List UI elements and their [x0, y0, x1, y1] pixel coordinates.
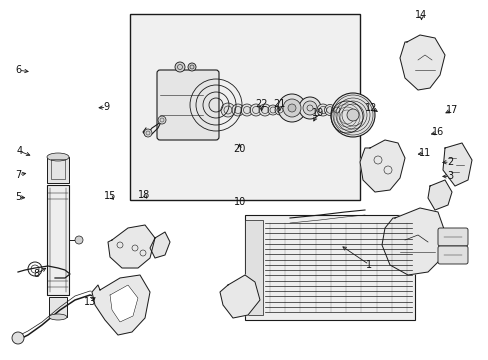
Text: 10: 10 — [233, 197, 245, 207]
Text: 19: 19 — [311, 108, 324, 118]
Text: 14: 14 — [414, 10, 427, 20]
Bar — [49, 297, 67, 317]
Circle shape — [298, 97, 320, 119]
Text: 16: 16 — [430, 127, 443, 138]
Text: 2: 2 — [446, 157, 452, 167]
Circle shape — [303, 101, 316, 115]
Circle shape — [143, 129, 152, 137]
Bar — [51, 159, 65, 179]
Circle shape — [75, 236, 83, 244]
Circle shape — [330, 93, 374, 137]
Circle shape — [331, 105, 341, 115]
FancyBboxPatch shape — [437, 246, 467, 264]
Circle shape — [241, 104, 252, 116]
Text: 11: 11 — [418, 148, 431, 158]
Polygon shape — [108, 225, 155, 268]
Text: 21: 21 — [273, 99, 285, 109]
FancyBboxPatch shape — [437, 228, 467, 246]
Text: 13: 13 — [84, 297, 97, 307]
Text: 7: 7 — [16, 170, 21, 180]
Text: 15: 15 — [103, 191, 116, 201]
Circle shape — [259, 104, 270, 116]
Circle shape — [175, 62, 184, 72]
Bar — [130, 14, 359, 200]
Polygon shape — [92, 275, 150, 335]
Circle shape — [316, 104, 328, 116]
Text: 4: 4 — [17, 146, 22, 156]
Text: 3: 3 — [446, 171, 452, 181]
Polygon shape — [381, 208, 444, 275]
Text: 5: 5 — [16, 192, 21, 202]
Text: 22: 22 — [255, 99, 267, 109]
Polygon shape — [399, 35, 444, 90]
Bar — [47, 185, 69, 295]
Circle shape — [12, 332, 24, 344]
Circle shape — [346, 109, 358, 121]
Bar — [244, 220, 263, 315]
Polygon shape — [359, 140, 404, 192]
Text: 9: 9 — [103, 102, 109, 112]
Text: 20: 20 — [233, 144, 245, 154]
Circle shape — [267, 105, 278, 115]
Polygon shape — [427, 180, 451, 210]
Circle shape — [158, 116, 165, 124]
Polygon shape — [110, 285, 138, 322]
Circle shape — [231, 104, 244, 116]
Circle shape — [187, 63, 196, 71]
Circle shape — [249, 104, 262, 116]
Circle shape — [221, 103, 235, 117]
Circle shape — [324, 104, 335, 116]
Bar — [47, 157, 69, 183]
Ellipse shape — [47, 153, 69, 161]
Text: 12: 12 — [365, 103, 377, 113]
Text: 6: 6 — [16, 65, 21, 75]
Text: 8: 8 — [34, 269, 40, 279]
Circle shape — [287, 104, 295, 112]
FancyBboxPatch shape — [157, 70, 219, 140]
Polygon shape — [442, 143, 471, 186]
Polygon shape — [220, 275, 260, 318]
Circle shape — [283, 99, 301, 117]
Text: 1: 1 — [366, 260, 371, 270]
Circle shape — [278, 94, 305, 122]
Bar — [244, 215, 414, 320]
Polygon shape — [150, 232, 170, 258]
Text: 17: 17 — [445, 105, 458, 115]
Ellipse shape — [49, 314, 67, 320]
Text: 18: 18 — [138, 190, 150, 200]
Circle shape — [274, 105, 285, 115]
